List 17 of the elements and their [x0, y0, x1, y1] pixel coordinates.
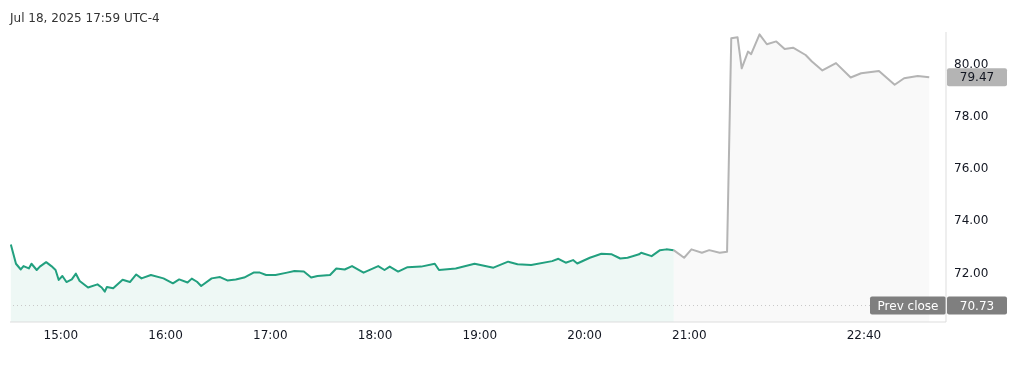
- x-tick-label: 15:00: [43, 327, 79, 342]
- x-tick-label: 19:00: [462, 327, 498, 342]
- annotation: 79.47: [959, 70, 995, 85]
- x-tick-label: 21:00: [672, 327, 707, 342]
- x-tick-label: 16:00: [148, 327, 183, 342]
- text: 70.73: [959, 298, 995, 313]
- x-tick-label: 20:00: [567, 327, 602, 342]
- ref-line-label: Prev close: [877, 298, 939, 313]
- y-tick-label: 72.00: [954, 265, 989, 280]
- y-tick-label: 74.00: [954, 213, 989, 228]
- x-tick-label: 17:00: [253, 327, 288, 342]
- x-tick-label: 22:40: [846, 327, 882, 342]
- chart-title: Jul 18, 2025 17:59 UTC-4: [8, 10, 161, 27]
- x-tick-label: 18:00: [357, 327, 393, 342]
- y-tick-label: 76.00: [954, 161, 989, 176]
- y-tick-label: 78.00: [954, 108, 989, 123]
- y-tick-label: 80.00: [954, 56, 989, 71]
